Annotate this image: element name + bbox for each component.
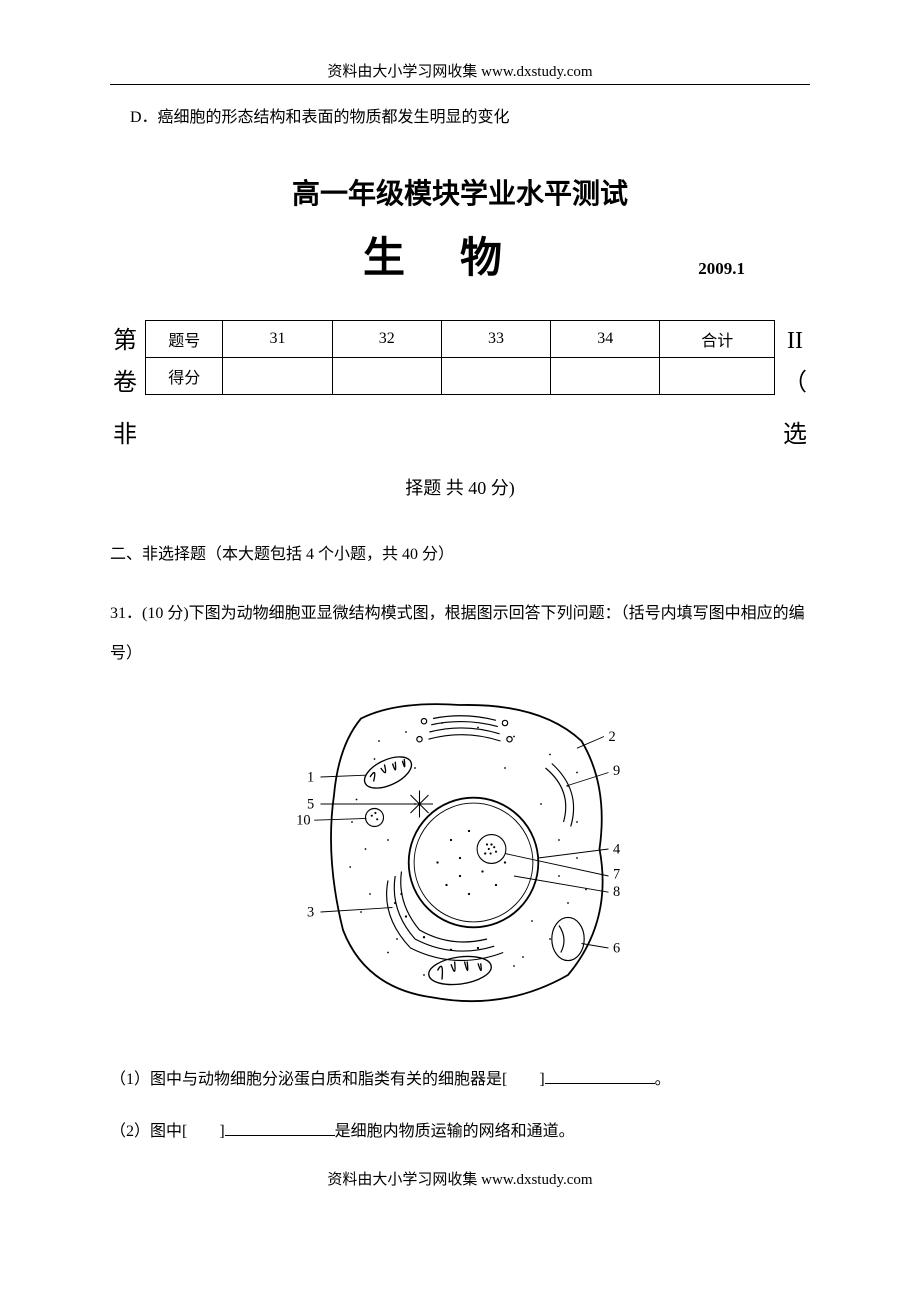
label-8: 8: [613, 884, 620, 900]
label-4: 4: [613, 842, 620, 858]
cell: 合计: [660, 321, 775, 358]
label-2: 2: [609, 729, 616, 745]
label-5: 5: [307, 797, 314, 813]
char-xuan: 选: [780, 414, 810, 449]
option-d: D．癌细胞的形态结构和表面的物质都发生明显的变化: [130, 103, 810, 127]
cell: [441, 358, 550, 395]
char-paren: （: [780, 362, 810, 404]
side-char-right-1: II （: [780, 320, 810, 404]
label-1: 1: [307, 770, 314, 786]
q31-2-text-b: 是细胞内物质运输的网络和通道。: [335, 1123, 575, 1140]
cell: 31: [223, 321, 332, 358]
q31-1-text-b: 。: [655, 1071, 671, 1088]
label-9: 9: [613, 763, 620, 779]
score-table: 题号 31 32 33 34 合计 得分: [145, 320, 775, 395]
blank: [545, 1067, 655, 1084]
cell-diagram-wrap: 1 2 3 4 5 6 7 8 9 10: [110, 669, 810, 1034]
label-3: 3: [307, 905, 314, 921]
exam-title: 高一年级模块学业水平测试: [110, 172, 810, 212]
blank: [225, 1119, 335, 1136]
cell: 34: [551, 321, 660, 358]
q31-sub2: （2）图中[ ] 是细胞内物质运输的网络和通道。: [110, 1116, 810, 1148]
section-2-heading: 二、非选择题（本大题包括 4 个小题，共 40 分）: [110, 540, 810, 564]
score-table-row: 第 卷 题号 31 32 33 34 合计 得分 II （: [110, 320, 810, 404]
cell: 32: [332, 321, 441, 358]
char-fei: 非: [110, 414, 140, 449]
subject-row: 生物 2009.1: [110, 224, 810, 285]
table-row: 得分: [146, 358, 775, 395]
side-chars-row2: 非 选: [110, 414, 810, 449]
label-7: 7: [613, 867, 620, 883]
q31-1-text-a: （1）图中与动物细胞分泌蛋白质和脂类有关的细胞器是[ ]: [110, 1071, 545, 1088]
cell-label: 题号: [146, 321, 223, 358]
label-6: 6: [613, 941, 620, 957]
cell: [551, 358, 660, 395]
char-juan: 卷: [110, 362, 140, 404]
label-10: 10: [296, 813, 310, 829]
cell: [223, 358, 332, 395]
char-di: 第: [110, 320, 140, 362]
q31-2-text-a: （2）图中[ ]: [110, 1123, 225, 1140]
subject: 生物: [363, 236, 557, 282]
cell-label: 得分: [146, 358, 223, 395]
cell: [660, 358, 775, 395]
cell: [332, 358, 441, 395]
char-ii: II: [780, 320, 810, 362]
header-note: 资料由大小学习网收集 www.dxstudy.com: [110, 60, 810, 85]
footer-note: 资料由大小学习网收集 www.dxstudy.com: [110, 1168, 810, 1189]
q31-sub1: （1）图中与动物细胞分泌蛋白质和脂类有关的细胞器是[ ] 。: [110, 1064, 810, 1096]
table-row: 题号 31 32 33 34 合计: [146, 321, 775, 358]
cell: 33: [441, 321, 550, 358]
question-31: 31．(10 分)下图为动物细胞亚显微结构模式图，根据图示回答下列问题：（括号内…: [110, 594, 810, 674]
side-char-left-1: 第 卷: [110, 320, 140, 404]
exam-date: 2009.1: [698, 259, 745, 279]
subtitle: 择题 共 40 分): [110, 474, 810, 500]
cell-diagram: 1 2 3 4 5 6 7 8 9 10: [280, 669, 640, 1029]
